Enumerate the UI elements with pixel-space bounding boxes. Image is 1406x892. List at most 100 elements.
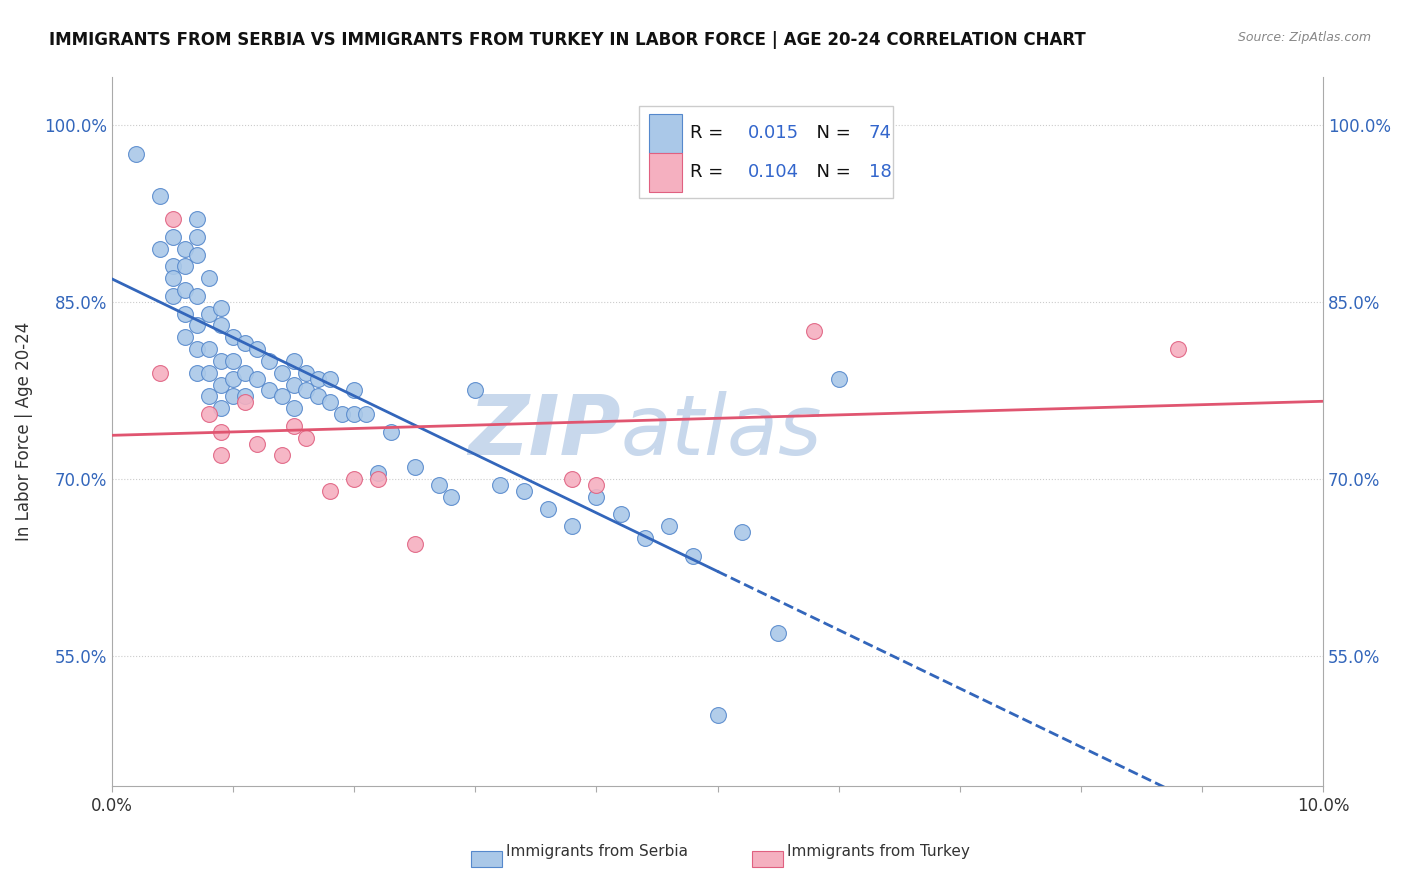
Point — [307, 389, 329, 403]
Text: Immigrants from Serbia: Immigrants from Serbia — [506, 844, 688, 859]
Point — [706, 708, 728, 723]
Point — [283, 377, 305, 392]
Point — [186, 289, 208, 303]
Point — [259, 384, 281, 398]
Point — [198, 389, 221, 403]
Point — [427, 478, 450, 492]
Point — [222, 371, 245, 385]
Point — [233, 336, 256, 351]
Point — [173, 242, 195, 256]
Point — [634, 531, 657, 545]
Point — [585, 490, 607, 504]
Point — [173, 283, 195, 297]
Point — [186, 230, 208, 244]
Point — [198, 366, 221, 380]
Point — [233, 366, 256, 380]
Point — [367, 466, 389, 480]
Point — [537, 501, 560, 516]
Point — [222, 354, 245, 368]
FancyBboxPatch shape — [638, 106, 893, 198]
Point — [162, 289, 184, 303]
Point — [294, 366, 316, 380]
Text: 18: 18 — [869, 163, 891, 181]
Point — [658, 519, 681, 533]
Point — [440, 490, 463, 504]
Point — [198, 307, 221, 321]
Point — [270, 449, 292, 463]
Point — [827, 371, 849, 385]
Point — [246, 371, 269, 385]
Point — [162, 212, 184, 227]
Point — [209, 401, 232, 416]
Text: N =: N = — [804, 163, 856, 181]
Text: R =: R = — [690, 124, 728, 143]
Point — [186, 366, 208, 380]
Point — [186, 318, 208, 333]
Point — [209, 354, 232, 368]
Point — [319, 395, 342, 409]
Point — [162, 260, 184, 274]
Point — [173, 260, 195, 274]
Point — [270, 366, 292, 380]
Point — [222, 389, 245, 403]
FancyBboxPatch shape — [648, 114, 682, 153]
Point — [233, 389, 256, 403]
Point — [766, 625, 789, 640]
Point — [198, 407, 221, 421]
Point — [343, 472, 366, 486]
Text: R =: R = — [690, 163, 728, 181]
Point — [173, 330, 195, 344]
Y-axis label: In Labor Force | Age 20-24: In Labor Force | Age 20-24 — [15, 322, 32, 541]
Point — [198, 271, 221, 285]
Text: Immigrants from Turkey: Immigrants from Turkey — [787, 844, 970, 859]
Point — [149, 366, 172, 380]
Point — [125, 147, 148, 161]
Point — [186, 247, 208, 261]
Point — [464, 384, 486, 398]
Point — [173, 307, 195, 321]
Point — [186, 212, 208, 227]
FancyBboxPatch shape — [648, 153, 682, 192]
Point — [209, 425, 232, 439]
Point — [330, 407, 353, 421]
Point — [561, 519, 583, 533]
Point — [209, 377, 232, 392]
Text: atlas: atlas — [620, 392, 823, 472]
Point — [682, 549, 704, 563]
Point — [162, 271, 184, 285]
Point — [731, 525, 754, 540]
Point — [367, 472, 389, 486]
Point — [319, 483, 342, 498]
Point — [283, 418, 305, 433]
Point — [246, 436, 269, 450]
Point — [149, 188, 172, 202]
Point — [233, 395, 256, 409]
Point — [162, 230, 184, 244]
Point — [283, 401, 305, 416]
Point — [356, 407, 378, 421]
Point — [209, 301, 232, 315]
Point — [1167, 342, 1189, 356]
Point — [186, 342, 208, 356]
Point — [294, 431, 316, 445]
Point — [198, 342, 221, 356]
Text: N =: N = — [804, 124, 856, 143]
Point — [294, 384, 316, 398]
Point — [404, 537, 426, 551]
Point — [343, 407, 366, 421]
Point — [803, 325, 825, 339]
Text: 74: 74 — [869, 124, 891, 143]
Point — [209, 449, 232, 463]
Point — [319, 371, 342, 385]
Point — [404, 460, 426, 475]
Point — [283, 354, 305, 368]
Point — [222, 330, 245, 344]
Point — [270, 389, 292, 403]
Text: 0.015: 0.015 — [748, 124, 799, 143]
Point — [246, 342, 269, 356]
Point — [513, 483, 536, 498]
Point — [149, 242, 172, 256]
Point — [209, 318, 232, 333]
Point — [561, 472, 583, 486]
Point — [259, 354, 281, 368]
